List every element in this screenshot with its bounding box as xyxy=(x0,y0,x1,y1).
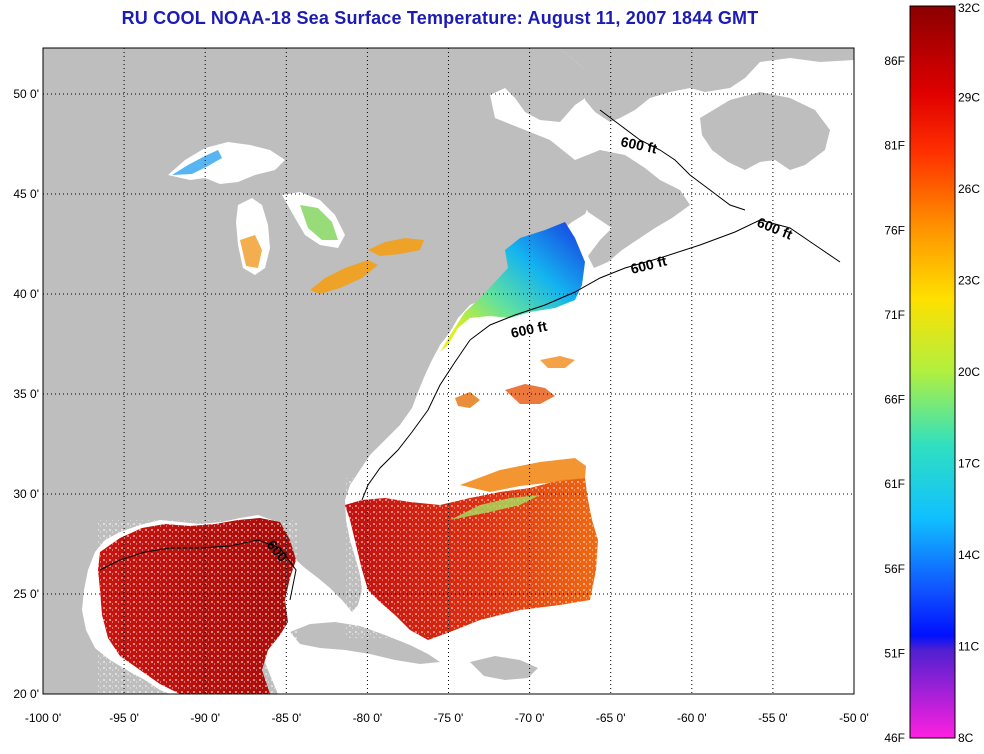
fahrenheit-labels: 86F 81F 76F 71F 66F 61F 56F 51F 46F xyxy=(884,54,905,745)
fahrenheit-tick-label: 81F xyxy=(884,139,905,153)
fahrenheit-tick-label: 76F xyxy=(884,223,905,237)
fahrenheit-tick-label: 71F xyxy=(884,308,905,322)
celsius-tick-label: 26C xyxy=(958,182,980,196)
celsius-tick-label: 32C xyxy=(958,1,980,15)
fahrenheit-tick-label: 46F xyxy=(884,731,905,745)
northeast-shelf-sst xyxy=(440,222,585,352)
celsius-tick-label: 11C xyxy=(958,640,979,654)
atlantic-orange-band xyxy=(460,458,586,492)
midatlantic-patch-2 xyxy=(505,384,555,404)
maritimes-land xyxy=(575,150,690,268)
isobath-600ft-southeast xyxy=(361,339,471,501)
celsius-tick-label: 17C xyxy=(958,457,980,471)
midatlantic-patch-1 xyxy=(455,392,480,408)
lat-tick-label: 35 0' xyxy=(13,387,39,401)
lon-tick-label: -55 0' xyxy=(758,711,788,725)
lake-erie xyxy=(310,260,378,294)
north-america-land xyxy=(43,48,592,694)
lat-tick-label: 30 0' xyxy=(13,487,39,501)
lon-tick-label: -90 0' xyxy=(190,711,220,725)
celsius-tick-label: 20C xyxy=(958,365,980,379)
lat-tick-label: 45 0' xyxy=(13,187,39,201)
celsius-tick-label: 29C xyxy=(958,91,980,105)
atlantic-green-streak xyxy=(450,495,540,520)
lon-tick-label: -80 0' xyxy=(353,711,383,725)
contour-label: 600 ft xyxy=(619,133,658,156)
lat-tick-label: 40 0' xyxy=(13,287,39,301)
lon-tick-labels: -100 0' -95 0' -90 0' -85 0' -80 0' -75 0' -70… xyxy=(25,711,869,725)
fahrenheit-tick-label: 66F xyxy=(884,393,905,407)
isobath-600ft-scotian xyxy=(599,109,746,211)
lat-tick-label: 25 0' xyxy=(13,587,39,601)
isobath-600ft-gulf xyxy=(99,539,297,601)
isobath-600ft-northeast xyxy=(469,219,841,341)
lake-ontario xyxy=(368,238,424,256)
lat-tick-label: 20 0' xyxy=(13,687,39,701)
newfoundland-land xyxy=(700,92,830,170)
hispaniola-land xyxy=(470,656,538,680)
celsius-tick-label: 23C xyxy=(958,274,980,288)
lon-tick-label: -70 0' xyxy=(515,711,545,725)
atlantic-speckle xyxy=(345,478,600,638)
gulf-speckle xyxy=(98,520,298,694)
lon-tick-label: -60 0' xyxy=(677,711,707,725)
lat-tick-label: 50 0' xyxy=(13,87,39,101)
lon-tick-label: -85 0' xyxy=(271,711,301,725)
celsius-tick-label: 14C xyxy=(958,548,980,562)
lake-michigan-sst xyxy=(240,235,262,268)
fahrenheit-tick-label: 51F xyxy=(884,646,905,660)
lake-superior-sst xyxy=(172,150,222,175)
fahrenheit-tick-label: 61F xyxy=(884,477,905,491)
lat-tick-labels: 50 0' 45 0' 40 0' 35 0' 30 0' 25 0' 20 0' xyxy=(13,87,39,701)
celsius-labels: 32C 29C 26C 23C 20C 17C 14C 11C 8C xyxy=(958,1,980,745)
celsius-tick-label: 8C xyxy=(958,731,974,745)
lon-tick-label: -50 0' xyxy=(839,711,869,725)
midatlantic-patch-3 xyxy=(540,356,575,368)
quebec-land xyxy=(560,48,854,122)
colorbar-gradient xyxy=(909,5,956,739)
lake-huron-sst xyxy=(300,205,338,240)
cuba-land xyxy=(290,622,440,664)
map-title: RU COOL NOAA-18 Sea Surface Temperature:… xyxy=(121,8,759,28)
contour-label: 600 ft xyxy=(509,318,548,341)
lon-tick-label: -75 0' xyxy=(434,711,464,725)
lon-tick-label: -100 0' xyxy=(25,711,61,725)
lon-tick-label: -65 0' xyxy=(596,711,626,725)
fahrenheit-tick-label: 86F xyxy=(884,54,905,68)
lon-tick-label: -95 0' xyxy=(109,711,139,725)
fahrenheit-tick-label: 56F xyxy=(884,562,905,576)
lake-superior xyxy=(168,142,285,184)
